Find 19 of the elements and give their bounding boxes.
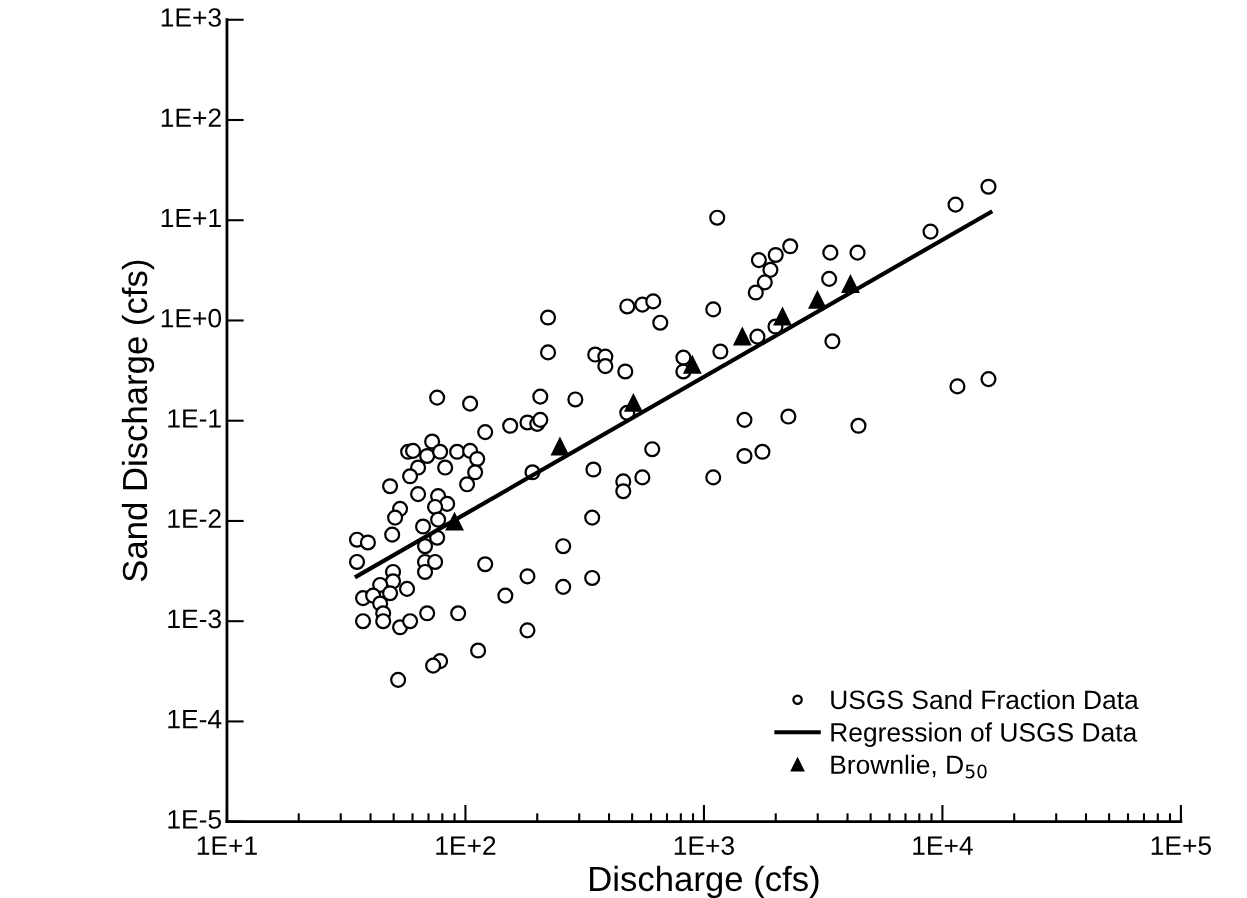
y-tick-label: 1E-2: [168, 509, 221, 528]
y-tick-label: 1E-5: [168, 810, 221, 829]
y-tick-label: 1E-3: [168, 609, 221, 629]
y-tick-label: 1E+3: [161, 8, 221, 27]
legend-label: USGS Sand Fraction Data: [831, 689, 1139, 710]
legend-label: Brownlie, D$_{50}$: [831, 754, 987, 779]
y-tick-label: 1E+2: [161, 108, 221, 127]
x-tick-label: 1E+1: [197, 836, 257, 855]
y-axis-title: Sand Discharge (cfs): [121, 260, 155, 582]
x-tick-label: 1E+2: [436, 836, 496, 855]
x-tick-label: 1E+3: [674, 836, 734, 855]
y-tick-label: 1E-1: [168, 409, 221, 428]
y-tick-label: 1E+0: [161, 308, 222, 328]
legend-label: Regression of USGS Data: [831, 722, 1138, 747]
x-tick-label: 1E+5: [1151, 836, 1211, 855]
y-tick-label: 1E+1: [161, 208, 221, 228]
x-tick-label: 1E+4: [913, 836, 973, 855]
y-tick-label: 1E-4: [168, 710, 222, 729]
x-axis-title: Discharge (cfs): [590, 865, 819, 898]
